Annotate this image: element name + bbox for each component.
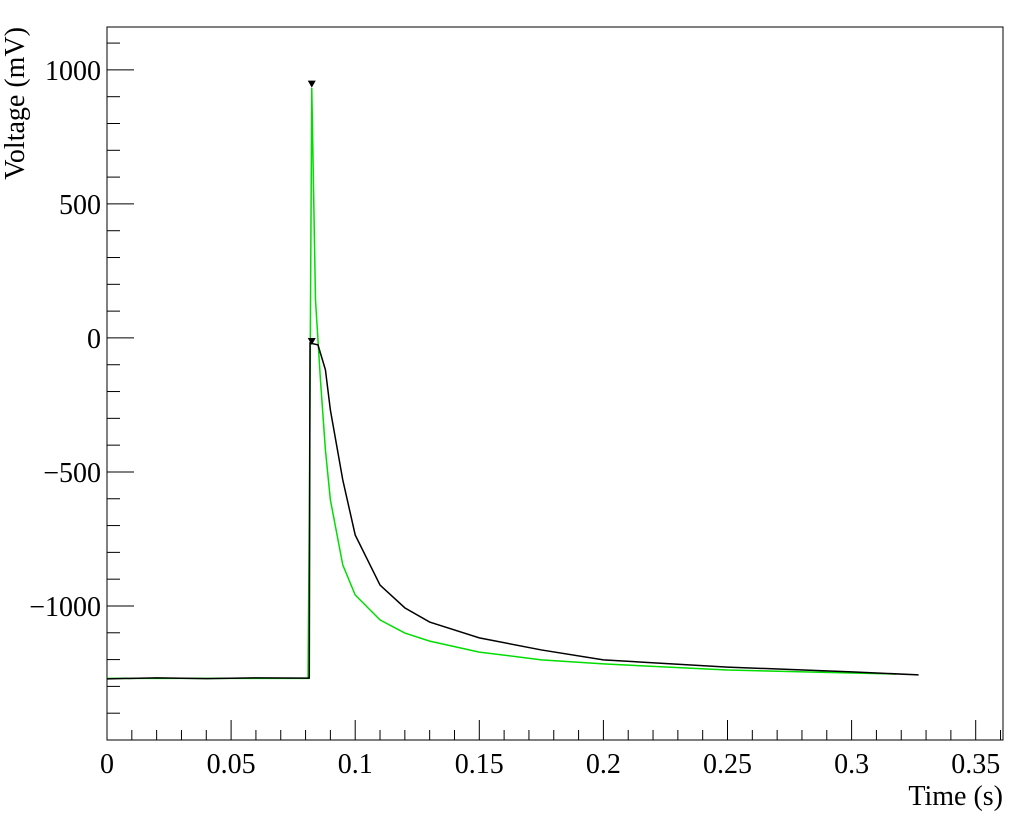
- y-tick-label: −1000: [29, 592, 101, 623]
- plot-frame: [106, 26, 1004, 741]
- peak-marker: [307, 337, 316, 345]
- line-series: [106, 342, 919, 680]
- x-tick-label: 0.1: [338, 749, 373, 780]
- y-tick-label: 500: [59, 190, 101, 221]
- x-tick-label: 0.15: [455, 749, 504, 780]
- x-tick-label: 0.05: [207, 749, 256, 780]
- y-tick-label: 1000: [45, 56, 101, 87]
- x-tick-label: 0.25: [703, 749, 752, 780]
- x-tick-label: 0: [100, 749, 114, 780]
- x-axis-title: Time (s): [908, 781, 1003, 812]
- line-series: [107, 87, 897, 680]
- x-tick-label: 0.2: [586, 749, 621, 780]
- x-tick-label: 0.35: [951, 749, 1000, 780]
- peak-marker: [307, 80, 316, 88]
- x-tick-label: 0.3: [834, 749, 869, 780]
- y-tick-label: 0: [87, 324, 101, 355]
- y-axis-title: Voltage (mV): [0, 27, 31, 180]
- y-tick-label: −500: [43, 458, 101, 489]
